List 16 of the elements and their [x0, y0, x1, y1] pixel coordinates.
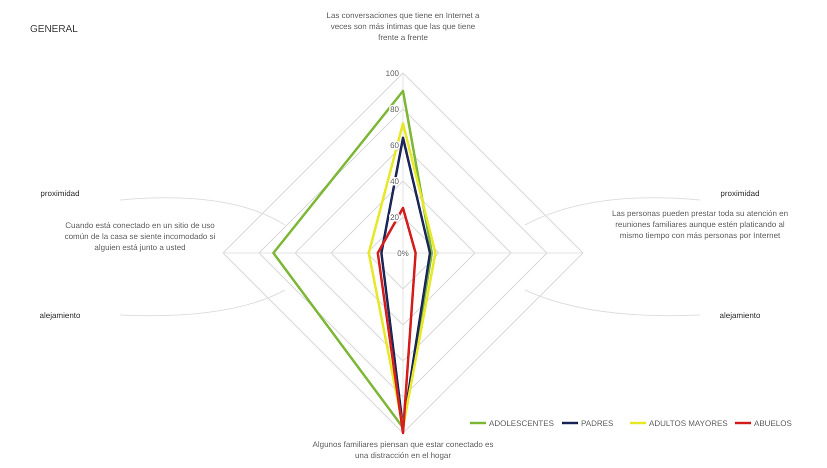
spoke-label: Las conversaciones que tiene en Internet a veces son más íntimas que las que tiene frente a frente	[326, 11, 480, 42]
text: proximidad	[40, 189, 80, 198]
y-tick-label: 0%	[397, 249, 409, 258]
legend-label: ABUELOS	[754, 419, 792, 428]
text: proximidad	[720, 189, 760, 198]
spoke-label: Algunos familiares piensan que estar conectado es una distracción en el hogar	[312, 440, 494, 460]
y-tick-label: 100	[386, 69, 400, 78]
spoke-label: Las personas pueden prestar toda su atención en reuniones familiares aunque estén platicando al mismo tiempo con más personas por Internet	[612, 209, 788, 240]
y-tick-label: 80	[390, 105, 400, 114]
spoke-label: Cuando está conectado en un sitio de uso común de la casa se siente incomodado si alguien está junto a usted	[64, 221, 216, 252]
text: GENERAL	[30, 24, 78, 35]
legend-label: ADOLESCENTES	[489, 419, 554, 428]
legend-label: PADRES	[581, 419, 614, 428]
legend-label: ADULTOS MAYORES	[649, 419, 728, 428]
text: alejamiento	[40, 311, 82, 320]
text: alejamiento	[720, 311, 762, 320]
